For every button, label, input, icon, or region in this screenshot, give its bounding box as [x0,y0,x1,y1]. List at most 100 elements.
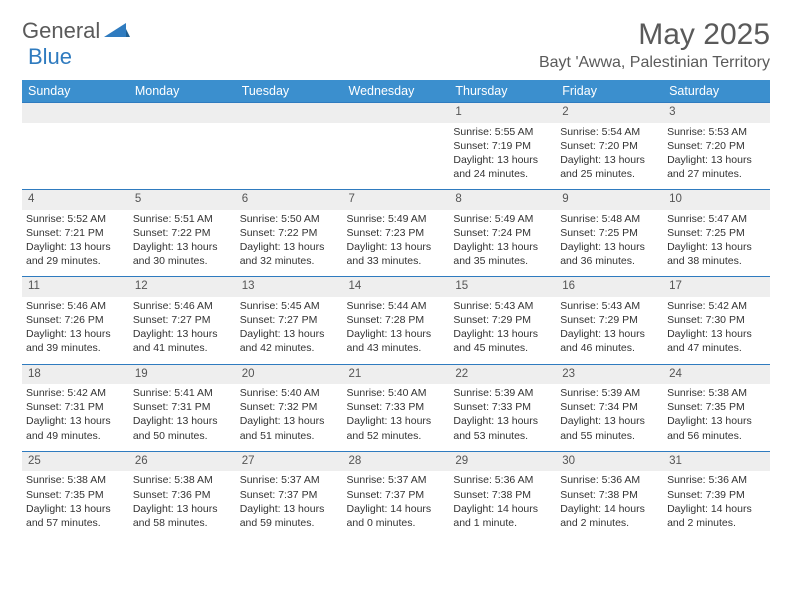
daylight-text-2: and 51 minutes. [240,429,340,443]
daylight-text-1: Daylight: 13 hours [26,327,126,341]
sunrise-text: Sunrise: 5:41 AM [133,386,233,400]
sunset-text: Sunset: 7:24 PM [453,226,553,240]
day-number-cell: 29 [449,451,556,471]
daylight-text-1: Daylight: 13 hours [133,414,233,428]
daynum-row: 11121314151617 [22,277,770,297]
day-content-cell: Sunrise: 5:46 AMSunset: 7:26 PMDaylight:… [22,297,129,364]
daylight-text-2: and 46 minutes. [560,341,660,355]
day-number-cell [22,103,129,123]
day-number-cell: 22 [449,364,556,384]
daylight-text-1: Daylight: 13 hours [133,327,233,341]
sunset-text: Sunset: 7:39 PM [667,488,767,502]
day-content-cell: Sunrise: 5:52 AMSunset: 7:21 PMDaylight:… [22,210,129,277]
daylight-text-2: and 53 minutes. [453,429,553,443]
sunrise-text: Sunrise: 5:36 AM [453,473,553,487]
day-number-cell: 19 [129,364,236,384]
sunrise-text: Sunrise: 5:47 AM [667,212,767,226]
day-number-cell: 18 [22,364,129,384]
day-number-cell [343,103,450,123]
day-number-cell [129,103,236,123]
day-content-cell: Sunrise: 5:49 AMSunset: 7:24 PMDaylight:… [449,210,556,277]
day-content-cell: Sunrise: 5:37 AMSunset: 7:37 PMDaylight:… [343,471,450,538]
sunset-text: Sunset: 7:34 PM [560,400,660,414]
day-content-cell: Sunrise: 5:39 AMSunset: 7:34 PMDaylight:… [556,384,663,451]
daylight-text-2: and 2 minutes. [560,516,660,530]
day-number-cell: 24 [663,364,770,384]
weekday-header: Sunday [22,80,129,103]
sunrise-text: Sunrise: 5:55 AM [453,125,553,139]
daylight-text-2: and 56 minutes. [667,429,767,443]
day-content-cell: Sunrise: 5:36 AMSunset: 7:38 PMDaylight:… [556,471,663,538]
sunrise-text: Sunrise: 5:46 AM [133,299,233,313]
sunset-text: Sunset: 7:33 PM [347,400,447,414]
day-number-cell: 25 [22,451,129,471]
weekday-row: SundayMondayTuesdayWednesdayThursdayFrid… [22,80,770,103]
daylight-text-1: Daylight: 13 hours [133,502,233,516]
daylight-text-2: and 35 minutes. [453,254,553,268]
day-number-cell: 2 [556,103,663,123]
month-title: May 2025 [539,18,770,52]
daylight-text-2: and 47 minutes. [667,341,767,355]
day-content-cell: Sunrise: 5:40 AMSunset: 7:33 PMDaylight:… [343,384,450,451]
sunrise-text: Sunrise: 5:53 AM [667,125,767,139]
daylight-text-2: and 0 minutes. [347,516,447,530]
content-row: Sunrise: 5:46 AMSunset: 7:26 PMDaylight:… [22,297,770,364]
weekday-header: Tuesday [236,80,343,103]
daylight-text-1: Daylight: 13 hours [240,327,340,341]
day-number-cell: 1 [449,103,556,123]
sunset-text: Sunset: 7:22 PM [240,226,340,240]
sunrise-text: Sunrise: 5:36 AM [560,473,660,487]
daylight-text-2: and 57 minutes. [26,516,126,530]
sunset-text: Sunset: 7:35 PM [667,400,767,414]
daylight-text-1: Daylight: 13 hours [240,240,340,254]
sunrise-text: Sunrise: 5:45 AM [240,299,340,313]
sunset-text: Sunset: 7:29 PM [560,313,660,327]
daylight-text-1: Daylight: 14 hours [347,502,447,516]
weekday-header: Saturday [663,80,770,103]
daylight-text-1: Daylight: 13 hours [667,240,767,254]
sunrise-text: Sunrise: 5:37 AM [240,473,340,487]
daylight-text-1: Daylight: 14 hours [453,502,553,516]
sunset-text: Sunset: 7:38 PM [560,488,660,502]
daylight-text-2: and 49 minutes. [26,429,126,443]
sunrise-text: Sunrise: 5:36 AM [667,473,767,487]
daylight-text-1: Daylight: 13 hours [667,153,767,167]
daylight-text-2: and 45 minutes. [453,341,553,355]
daylight-text-2: and 43 minutes. [347,341,447,355]
daylight-text-1: Daylight: 13 hours [560,153,660,167]
sunrise-text: Sunrise: 5:40 AM [240,386,340,400]
daylight-text-2: and 25 minutes. [560,167,660,181]
day-content-cell [22,123,129,190]
day-number-cell: 10 [663,190,770,210]
day-content-cell: Sunrise: 5:50 AMSunset: 7:22 PMDaylight:… [236,210,343,277]
weekday-header: Thursday [449,80,556,103]
daylight-text-2: and 52 minutes. [347,429,447,443]
day-content-cell: Sunrise: 5:38 AMSunset: 7:36 PMDaylight:… [129,471,236,538]
daylight-text-1: Daylight: 13 hours [26,414,126,428]
daylight-text-1: Daylight: 13 hours [453,414,553,428]
sunset-text: Sunset: 7:21 PM [26,226,126,240]
day-number-cell: 17 [663,277,770,297]
day-content-cell: Sunrise: 5:42 AMSunset: 7:30 PMDaylight:… [663,297,770,364]
content-row: Sunrise: 5:42 AMSunset: 7:31 PMDaylight:… [22,384,770,451]
title-block: May 2025 Bayt 'Awwa, Palestinian Territo… [539,18,770,72]
sunset-text: Sunset: 7:31 PM [133,400,233,414]
sunset-text: Sunset: 7:28 PM [347,313,447,327]
sunset-text: Sunset: 7:27 PM [240,313,340,327]
day-content-cell: Sunrise: 5:39 AMSunset: 7:33 PMDaylight:… [449,384,556,451]
day-content-cell [343,123,450,190]
day-number-cell: 20 [236,364,343,384]
sunrise-text: Sunrise: 5:50 AM [240,212,340,226]
content-row: Sunrise: 5:38 AMSunset: 7:35 PMDaylight:… [22,471,770,538]
day-content-cell: Sunrise: 5:48 AMSunset: 7:25 PMDaylight:… [556,210,663,277]
sunrise-text: Sunrise: 5:52 AM [26,212,126,226]
sunrise-text: Sunrise: 5:49 AM [453,212,553,226]
sunrise-text: Sunrise: 5:51 AM [133,212,233,226]
daylight-text-2: and 55 minutes. [560,429,660,443]
daylight-text-2: and 36 minutes. [560,254,660,268]
day-number-cell: 13 [236,277,343,297]
day-content-cell: Sunrise: 5:41 AMSunset: 7:31 PMDaylight:… [129,384,236,451]
day-content-cell: Sunrise: 5:43 AMSunset: 7:29 PMDaylight:… [556,297,663,364]
daylight-text-1: Daylight: 13 hours [667,327,767,341]
day-content-cell: Sunrise: 5:46 AMSunset: 7:27 PMDaylight:… [129,297,236,364]
